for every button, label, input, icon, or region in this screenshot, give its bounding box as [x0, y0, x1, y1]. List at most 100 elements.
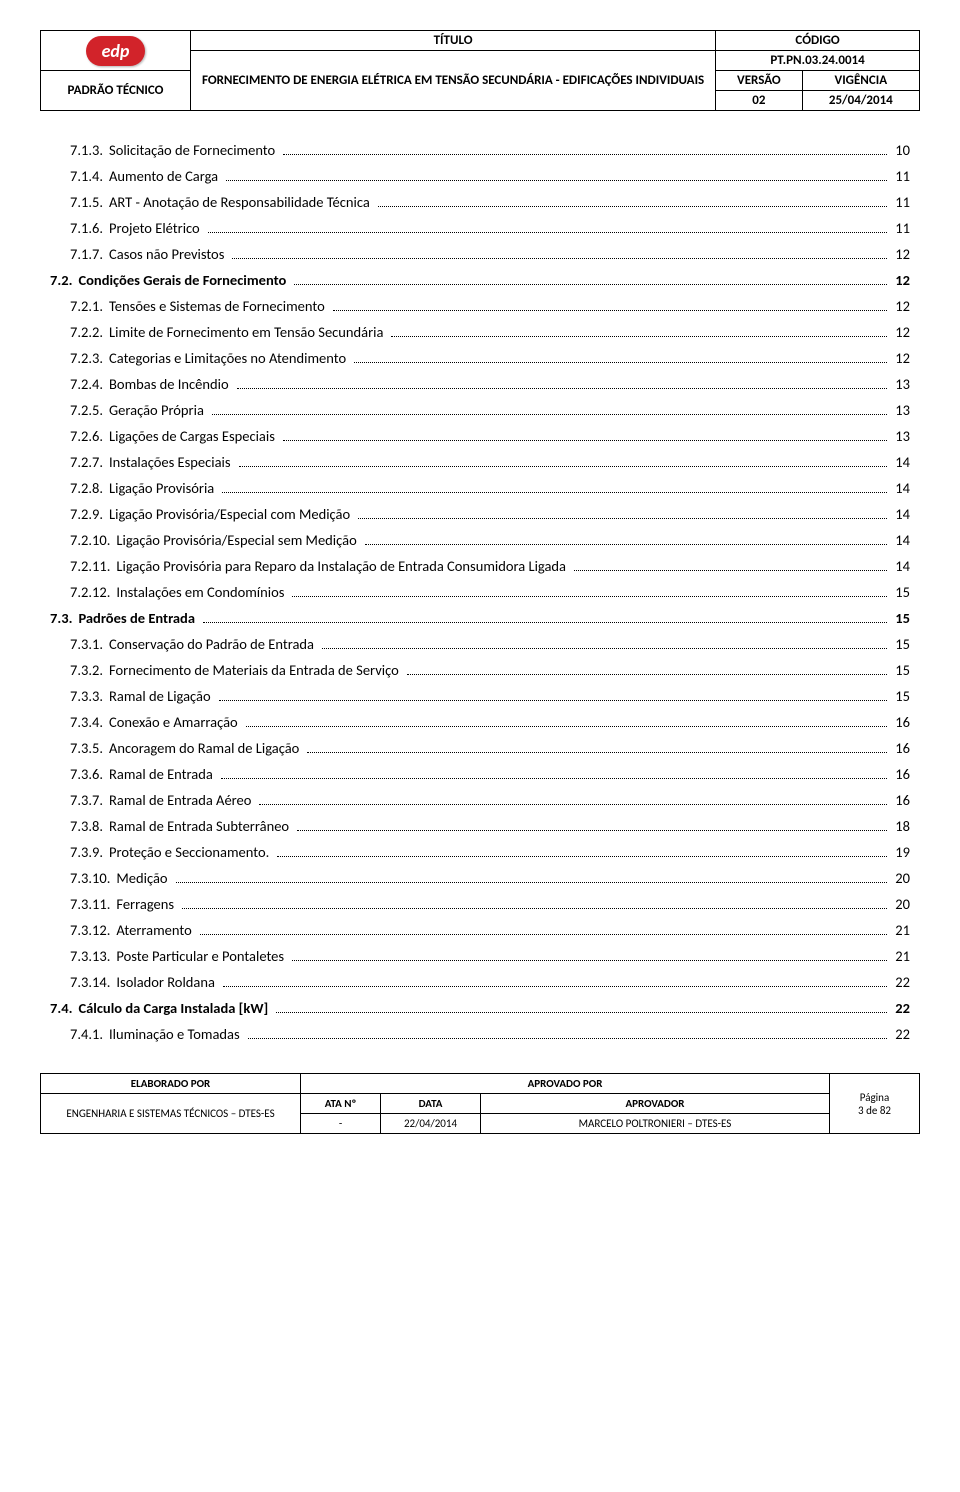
toc-leader-dots — [277, 856, 887, 857]
toc-page-number: 22 — [891, 1025, 910, 1043]
toc-title: Padrões de Entrada — [78, 609, 199, 627]
toc-leader-dots — [322, 648, 887, 649]
toc-title: Ramal de Entrada — [109, 765, 217, 783]
toc-leader-dots — [221, 778, 888, 779]
toc-entry: 7.3.7.Ramal de Entrada Aéreo16 — [50, 791, 910, 809]
toc-number: 7.1.4. — [70, 167, 109, 185]
toc-number: 7.3.4. — [70, 713, 109, 731]
toc-page-number: 14 — [891, 531, 910, 549]
toc-page-number: 11 — [891, 193, 910, 211]
toc-leader-dots — [283, 440, 887, 441]
toc-number: 7.3.2. — [70, 661, 109, 679]
toc-entry: 7.1.7.Casos não Previstos12 — [50, 245, 910, 263]
codigo-value: PT.PN.03.24.0014 — [716, 51, 920, 71]
toc-entry: 7.3.9.Proteção e Seccionamento.19 — [50, 843, 910, 861]
toc-title: Ligações de Cargas Especiais — [109, 427, 279, 445]
toc-page-number: 12 — [891, 349, 910, 367]
toc-leader-dots — [297, 830, 887, 831]
toc-page-number: 22 — [891, 999, 910, 1017]
toc-title: Isolador Roldana — [116, 973, 219, 991]
toc-leader-dots — [248, 1038, 888, 1039]
aprovador-value: MARCELO POLTRONIERI – DTES-ES — [481, 1114, 830, 1134]
toc-number: 7.2.9. — [70, 505, 109, 523]
toc-page-number: 20 — [891, 895, 910, 913]
toc-entry: 7.2.11.Ligação Provisória para Reparo da… — [50, 557, 910, 575]
toc-entry: 7.3.1.Conservação do Padrão de Entrada15 — [50, 635, 910, 653]
toc-leader-dots — [237, 388, 888, 389]
toc-title: Ligação Provisória/Especial sem Medição — [116, 531, 360, 549]
toc-page-number: 12 — [891, 297, 910, 315]
toc-entry: 7.3.3.Ramal de Ligação15 — [50, 687, 910, 705]
toc-entry: 7.3.14.Isolador Roldana22 — [50, 973, 910, 991]
toc-leader-dots — [354, 362, 887, 363]
toc-page-number: 10 — [891, 141, 910, 159]
toc-leader-dots — [226, 180, 887, 181]
toc-leader-dots — [176, 882, 888, 883]
toc-title: Solicitação de Fornecimento — [109, 141, 279, 159]
toc-number: 7.3.11. — [70, 895, 116, 913]
toc-leader-dots — [212, 414, 887, 415]
toc-number: 7.3.8. — [70, 817, 109, 835]
toc-title: Bombas de Incêndio — [109, 375, 233, 393]
toc-entry: 7.3.8.Ramal de Entrada Subterrâneo18 — [50, 817, 910, 835]
data-value: 22/04/2014 — [381, 1114, 481, 1134]
toc-leader-dots — [276, 1012, 887, 1013]
toc-page-number: 16 — [891, 791, 910, 809]
toc-page-number: 20 — [891, 869, 910, 887]
toc-leader-dots — [365, 544, 888, 545]
toc-title: Ferragens — [116, 895, 178, 913]
toc-entry: 7.3.6.Ramal de Entrada16 — [50, 765, 910, 783]
toc-title: Projeto Elétrico — [109, 219, 204, 237]
toc-title: Conservação do Padrão de Entrada — [109, 635, 318, 653]
toc-leader-dots — [283, 154, 887, 155]
toc-number: 7.2.8. — [70, 479, 109, 497]
codigo-label: CÓDIGO — [716, 31, 920, 51]
toc-leader-dots — [292, 960, 887, 961]
toc-leader-dots — [246, 726, 888, 727]
versao-label: VERSÃO — [716, 71, 803, 91]
toc-number: 7.2.2. — [70, 323, 109, 341]
ata-value: - — [301, 1114, 381, 1134]
toc-leader-dots — [378, 206, 888, 207]
elaborado-label: ELABORADO POR — [41, 1074, 301, 1094]
toc-page-number: 21 — [891, 921, 910, 939]
logo-cell: edp — [41, 31, 191, 71]
toc-leader-dots — [182, 908, 887, 909]
toc-number: 7.3.14. — [70, 973, 116, 991]
toc-entry: 7.1.6.Projeto Elétrico11 — [50, 219, 910, 237]
toc-entry: 7.3.4.Conexão e Amarração16 — [50, 713, 910, 731]
toc-leader-dots — [294, 284, 887, 285]
toc-entry: 7.2.7.Instalações Especiais14 — [50, 453, 910, 471]
aprovador-label: APROVADOR — [481, 1094, 830, 1114]
toc-entry: 7.4.Cálculo da Carga Instalada [kW]22 — [50, 999, 910, 1017]
toc-leader-dots — [333, 310, 888, 311]
toc-entry: 7.2.5.Geração Própria13 — [50, 401, 910, 419]
toc-title: Medição — [116, 869, 171, 887]
pagina-value: 3 de 82 — [858, 1104, 891, 1117]
toc-number: 7.3.6. — [70, 765, 109, 783]
toc-title: Proteção e Seccionamento. — [109, 843, 273, 861]
toc-title: Iluminação e Tomadas — [109, 1025, 244, 1043]
toc-page-number: 12 — [891, 271, 910, 289]
edp-logo: edp — [86, 36, 146, 66]
toc-leader-dots — [391, 336, 887, 337]
toc-entry: 7.3.5.Ancoragem do Ramal de Ligação16 — [50, 739, 910, 757]
toc-leader-dots — [292, 596, 887, 597]
toc-page-number: 14 — [891, 453, 910, 471]
toc-number: 7.2.5. — [70, 401, 109, 419]
toc-title: Limite de Fornecimento em Tensão Secundá… — [109, 323, 387, 341]
toc-leader-dots — [358, 518, 887, 519]
toc-page-number: 12 — [891, 323, 910, 341]
toc-page-number: 15 — [891, 609, 910, 627]
toc-title: Poste Particular e Pontaletes — [116, 947, 288, 965]
pagina-cell: Página 3 de 82 — [830, 1074, 920, 1134]
toc-page-number: 14 — [891, 557, 910, 575]
toc-entry: 7.2.8.Ligação Provisória14 — [50, 479, 910, 497]
elaborado-value: ENGENHARIA E SISTEMAS TÉCNICOS – DTES-ES — [41, 1094, 301, 1134]
toc-number: 7.3. — [50, 609, 78, 627]
toc-entry: 7.3.11.Ferragens 20 — [50, 895, 910, 913]
toc-entry: 7.2.3.Categorias e Limitações no Atendim… — [50, 349, 910, 367]
toc-entry: 7.2.Condições Gerais de Fornecimento12 — [50, 271, 910, 289]
vigencia-label: VIGÊNCIA — [802, 71, 919, 91]
toc-title: ART - Anotação de Responsabilidade Técni… — [109, 193, 374, 211]
